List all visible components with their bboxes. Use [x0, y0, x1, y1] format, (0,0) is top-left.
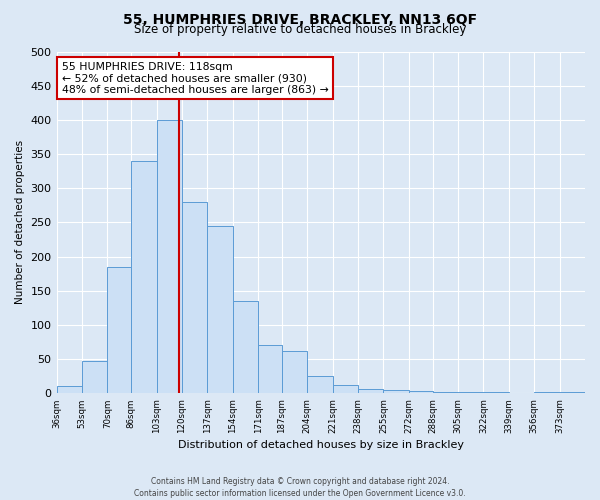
Bar — [409, 392, 433, 394]
Bar — [333, 385, 358, 394]
X-axis label: Distribution of detached houses by size in Brackley: Distribution of detached houses by size … — [178, 440, 464, 450]
Bar — [82, 361, 107, 394]
Bar — [560, 392, 585, 394]
Bar — [307, 376, 333, 394]
Bar — [282, 351, 307, 394]
Bar — [182, 202, 208, 394]
Text: Size of property relative to detached houses in Brackley: Size of property relative to detached ho… — [134, 22, 466, 36]
Bar — [383, 390, 409, 394]
Bar — [208, 226, 233, 394]
Bar — [433, 392, 458, 394]
Bar — [157, 120, 182, 394]
Bar — [131, 161, 157, 394]
Bar — [534, 392, 560, 394]
Bar — [484, 392, 509, 394]
Bar — [358, 388, 383, 394]
Bar — [258, 346, 282, 394]
Text: Contains HM Land Registry data © Crown copyright and database right 2024.
Contai: Contains HM Land Registry data © Crown c… — [134, 476, 466, 498]
Text: 55, HUMPHRIES DRIVE, BRACKLEY, NN13 6QF: 55, HUMPHRIES DRIVE, BRACKLEY, NN13 6QF — [123, 12, 477, 26]
Y-axis label: Number of detached properties: Number of detached properties — [15, 140, 25, 304]
Bar — [56, 386, 82, 394]
Bar — [107, 267, 131, 394]
Bar — [458, 392, 484, 394]
Text: 55 HUMPHRIES DRIVE: 118sqm
← 52% of detached houses are smaller (930)
48% of sem: 55 HUMPHRIES DRIVE: 118sqm ← 52% of deta… — [62, 62, 329, 95]
Bar — [233, 301, 258, 394]
